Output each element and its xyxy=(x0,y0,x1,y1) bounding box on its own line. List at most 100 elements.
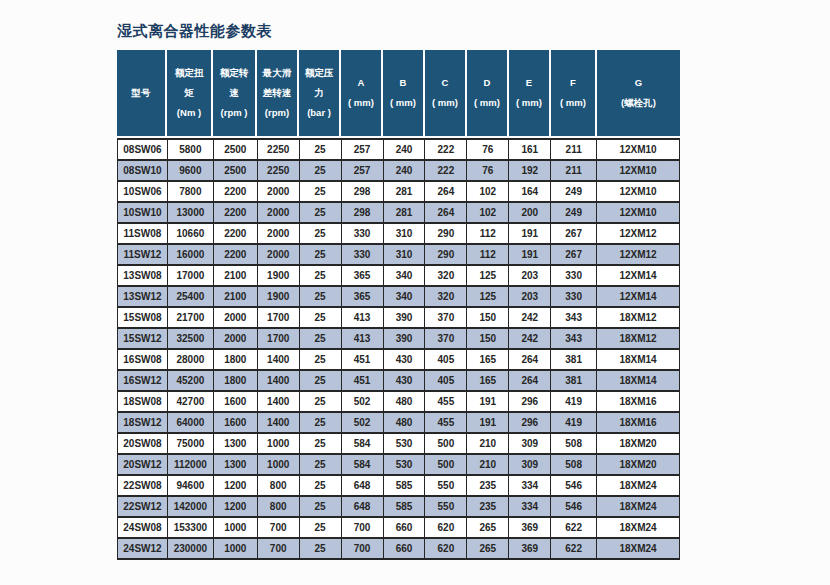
table-cell: 265 xyxy=(467,539,509,558)
header-label: F xyxy=(570,73,576,93)
table-cell: 334 xyxy=(509,497,551,516)
table-cell: 1700 xyxy=(258,329,300,348)
table-cell: 15SW08 xyxy=(118,308,168,327)
header-label: 力 xyxy=(314,83,324,103)
table-cell: 1400 xyxy=(258,392,300,411)
table-cell: 08SW10 xyxy=(118,161,168,180)
table-cell: 310 xyxy=(384,245,426,264)
table-cell: 390 xyxy=(384,308,426,327)
table-cell: 235 xyxy=(467,476,509,495)
table-cell: 267 xyxy=(551,245,597,264)
table-row: 15SW123250020001700254133903701502423431… xyxy=(118,329,680,350)
table-cell: 25 xyxy=(300,308,342,327)
table-cell: 296 xyxy=(509,392,551,411)
table-cell: 25 xyxy=(300,539,342,558)
table-cell: 7800 xyxy=(168,182,214,201)
header-cell-max-slip-speed: 最大滑差转速(rpm) xyxy=(257,50,299,136)
table-cell: 264 xyxy=(425,203,467,222)
header-label: 差转速 xyxy=(263,83,292,103)
table-cell: 16SW08 xyxy=(118,350,168,369)
table-cell: 500 xyxy=(425,455,467,474)
table-cell: 24SW12 xyxy=(118,539,168,558)
table-cell: 622 xyxy=(551,539,597,558)
header-label: ( mm) xyxy=(516,93,542,113)
table-cell: 2250 xyxy=(258,140,300,159)
table-cell: 330 xyxy=(551,287,597,306)
table-cell: 240 xyxy=(384,140,426,159)
table-cell: 25 xyxy=(300,266,342,285)
table-cell: 211 xyxy=(551,140,597,159)
table-cell: 546 xyxy=(551,476,597,495)
table-cell: 12XM14 xyxy=(597,266,680,285)
table-cell: 230000 xyxy=(168,539,214,558)
table-cell: 2200 xyxy=(214,203,258,222)
table-cell: 1000 xyxy=(214,539,258,558)
table-cell: 18XM12 xyxy=(597,329,680,348)
table-cell: 1900 xyxy=(258,287,300,306)
table-cell: 320 xyxy=(425,266,467,285)
header-cell-dim-e: E( mm) xyxy=(509,50,551,136)
header-label: ( mm) xyxy=(560,93,586,113)
table-cell: 64000 xyxy=(168,413,214,432)
table-cell: 620 xyxy=(425,539,467,558)
table-row: 13SW122540021001900253653403201252033301… xyxy=(118,287,680,308)
table-cell: 12XM10 xyxy=(597,182,680,201)
table-cell: 192 xyxy=(509,161,551,180)
table-cell: 502 xyxy=(342,413,384,432)
table-cell: 2100 xyxy=(214,266,258,285)
table-cell: 191 xyxy=(509,224,551,243)
table-cell: 25400 xyxy=(168,287,214,306)
table-cell: 1600 xyxy=(214,392,258,411)
table-cell: 1400 xyxy=(258,350,300,369)
page-title: 湿式离合器性能参数表 xyxy=(117,22,680,41)
table-cell: 10SW06 xyxy=(118,182,168,201)
header-label: A xyxy=(358,73,365,93)
table-cell: 242 xyxy=(509,308,551,327)
table-cell: 222 xyxy=(425,140,467,159)
table-cell: 2200 xyxy=(214,182,258,201)
table-cell: 164 xyxy=(509,182,551,201)
table-cell: 700 xyxy=(258,518,300,537)
table-cell: 10SW10 xyxy=(118,203,168,222)
table-cell: 12XM12 xyxy=(597,245,680,264)
table-cell: 281 xyxy=(384,203,426,222)
table-cell: 112 xyxy=(467,224,509,243)
table-row: 22SW089460012008002564858555023533454618… xyxy=(118,476,680,497)
table-row: 18SW126400016001400255024804551912964191… xyxy=(118,413,680,434)
table-cell: 330 xyxy=(551,266,597,285)
table-cell: 25 xyxy=(300,224,342,243)
table-cell: 1900 xyxy=(258,266,300,285)
table-cell: 343 xyxy=(551,308,597,327)
table-cell: 76 xyxy=(467,140,509,159)
table-cell: 165 xyxy=(467,371,509,390)
table-row: 18SW084270016001400255024804551912964191… xyxy=(118,392,680,413)
header-label: (Nm ) xyxy=(177,103,201,123)
table-cell: 2000 xyxy=(258,182,300,201)
table-cell: 42700 xyxy=(168,392,214,411)
table-cell: 12XM14 xyxy=(597,287,680,306)
table-cell: 1000 xyxy=(258,434,300,453)
table-cell: 10660 xyxy=(168,224,214,243)
table-cell: 5800 xyxy=(168,140,214,159)
table-row: 24SW081533001000700257006606202653696221… xyxy=(118,518,680,539)
table-cell: 1200 xyxy=(214,476,258,495)
table-cell: 585 xyxy=(384,497,426,516)
header-label: 最大滑 xyxy=(263,63,292,83)
table-cell: 13000 xyxy=(168,203,214,222)
table-cell: 413 xyxy=(342,329,384,348)
table-row: 15SW082170020001700254133903701502423431… xyxy=(118,308,680,329)
header-label: ( mm) xyxy=(432,93,458,113)
table-cell: 584 xyxy=(342,455,384,474)
table-cell: 340 xyxy=(384,287,426,306)
table-cell: 16000 xyxy=(168,245,214,264)
table-cell: 264 xyxy=(509,350,551,369)
table-cell: 249 xyxy=(551,203,597,222)
table-row: 11SW121600022002000253303102901121912671… xyxy=(118,245,680,266)
table-cell: 2000 xyxy=(214,329,258,348)
table-cell: 242 xyxy=(509,329,551,348)
table-cell: 249 xyxy=(551,182,597,201)
table-cell: 298 xyxy=(342,182,384,201)
spec-table: 型号额定扭矩(Nm )额定转速(rpm )最大滑差转速(rpm)额定压力(bar… xyxy=(117,50,680,560)
table-cell: 370 xyxy=(425,308,467,327)
table-cell: 240 xyxy=(384,161,426,180)
